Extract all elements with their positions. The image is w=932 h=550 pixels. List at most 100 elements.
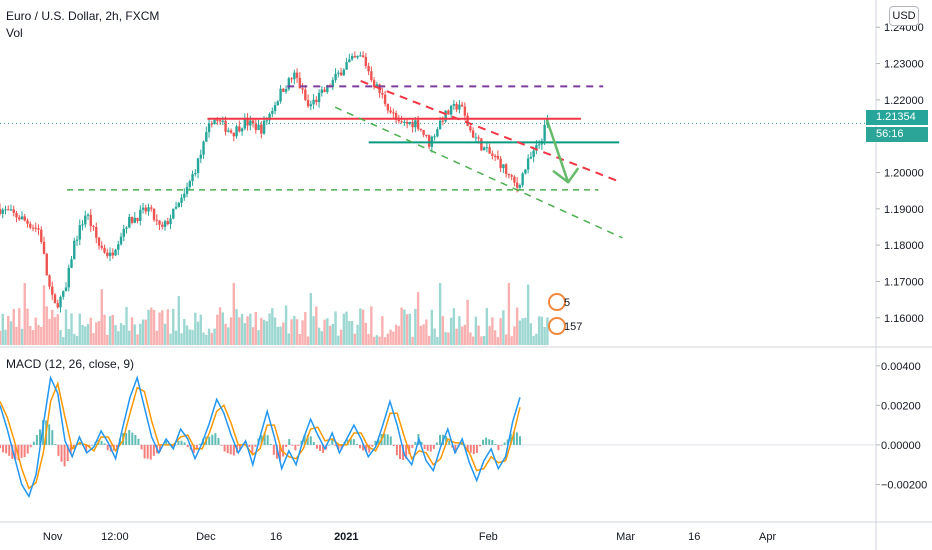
candle-body <box>306 99 310 107</box>
volume-bar <box>59 329 62 345</box>
macd-histogram-bar <box>115 444 118 449</box>
volume-bar <box>430 309 434 345</box>
candle-body <box>136 217 139 221</box>
candle-body <box>416 120 420 129</box>
volume-bar <box>367 334 370 345</box>
volume-legend[interactable]: Vol <box>6 26 23 40</box>
chart-title[interactable]: Euro / U.S. Dollar, 2h, FXCM <box>6 9 160 23</box>
macd-legend[interactable]: MACD (12, 26, close, 9) <box>6 357 135 371</box>
volume-bar <box>20 328 24 345</box>
volume-bar <box>75 336 79 345</box>
candle-body <box>438 120 442 130</box>
price-axis[interactable]: 1.160001.170001.180001.190001.200001.210… <box>876 22 927 491</box>
macd-histogram-bar <box>66 444 69 462</box>
candle-body <box>31 227 35 229</box>
currency-button[interactable]: USD <box>889 6 919 26</box>
volume-bar <box>216 314 219 345</box>
macd-histogram-bar <box>315 444 318 449</box>
candle-body <box>515 182 519 188</box>
volume-bar <box>42 285 46 345</box>
volume-bar <box>378 336 381 345</box>
candle-body <box>301 88 304 90</box>
macd-histogram-bar <box>337 444 340 450</box>
candle-body <box>408 121 412 124</box>
candle-body <box>122 228 125 237</box>
candle-body <box>518 185 522 188</box>
candle-body <box>279 88 282 102</box>
volume-bar <box>337 335 340 345</box>
macd-histogram-bar <box>500 444 503 446</box>
candle-body <box>251 120 255 124</box>
candle-body <box>488 147 491 154</box>
volume-bar <box>4 329 7 345</box>
macd-tick-label: 0.00000 <box>881 440 921 452</box>
candle-body <box>480 138 483 151</box>
candle-body <box>114 249 117 256</box>
volume-bar <box>477 325 480 345</box>
volume-bar <box>161 310 164 345</box>
macd-histogram-bar <box>405 444 408 459</box>
candle-body <box>147 207 150 212</box>
macd-histogram-bar <box>285 444 288 448</box>
volume-bar <box>427 335 431 345</box>
macd-histogram-bar <box>48 424 51 445</box>
volume-bar <box>70 313 73 345</box>
candle-body <box>276 101 280 106</box>
macd-histogram-bar <box>140 444 143 450</box>
volume-bar <box>128 330 131 345</box>
event-badges[interactable]: 5 157 <box>547 293 582 335</box>
macd-histogram-bar <box>389 436 392 445</box>
drawing-tools[interactable] <box>0 80 876 239</box>
macd-histogram-bar <box>232 444 235 456</box>
macd-histogram-bar <box>288 439 291 445</box>
macd-histogram-bar <box>199 443 201 445</box>
volume-bar <box>460 326 464 345</box>
volume-bar <box>97 321 101 345</box>
candle-body <box>183 193 186 198</box>
volume-bar <box>26 308 29 345</box>
volume-bar <box>257 330 260 345</box>
macd-histogram-bar <box>306 434 309 445</box>
macd-histogram-bar <box>469 444 472 453</box>
candle-body <box>268 113 271 121</box>
volume-bar <box>315 306 318 345</box>
volume-bar <box>31 330 35 345</box>
candle-body <box>458 104 461 110</box>
macd-histogram-bar <box>159 444 161 452</box>
candle-body <box>12 209 15 213</box>
lower-channel-line <box>334 106 623 239</box>
candle-body <box>133 217 136 223</box>
volume-bar <box>345 311 348 345</box>
candle-body <box>367 66 370 72</box>
candle-body <box>185 187 189 194</box>
candle-body <box>529 156 533 159</box>
volume-bar <box>408 313 412 345</box>
macd-histogram-bar <box>60 444 63 462</box>
volume-bar <box>546 317 549 345</box>
candle-body <box>444 110 447 122</box>
volume-bar <box>147 309 150 345</box>
volume-bar <box>502 310 505 345</box>
volume-bar <box>513 326 516 345</box>
price-candles <box>0 51 549 313</box>
macd-histogram-bar <box>395 444 398 456</box>
candle-body <box>199 154 203 159</box>
macd-histogram-bar <box>312 441 315 445</box>
candle-body <box>323 89 326 92</box>
candle-body <box>188 181 191 188</box>
volume-bar <box>485 307 489 345</box>
macd-histogram-bar <box>512 431 515 445</box>
volume-bar <box>447 332 450 345</box>
candle-body <box>535 144 538 151</box>
volume-bar <box>218 307 222 345</box>
macd-histogram-bar <box>328 444 331 446</box>
volume-bar <box>389 329 392 345</box>
time-axis[interactable]: Nov 12:00 Dec 16 2021 Feb Mar 16 Apr <box>43 531 777 543</box>
macd-histogram-bar <box>334 444 337 446</box>
volume-bar <box>405 314 409 345</box>
macd-histogram-bar <box>349 438 352 445</box>
macd-histogram-bar <box>519 436 521 445</box>
macd-histogram-bar <box>515 432 518 445</box>
